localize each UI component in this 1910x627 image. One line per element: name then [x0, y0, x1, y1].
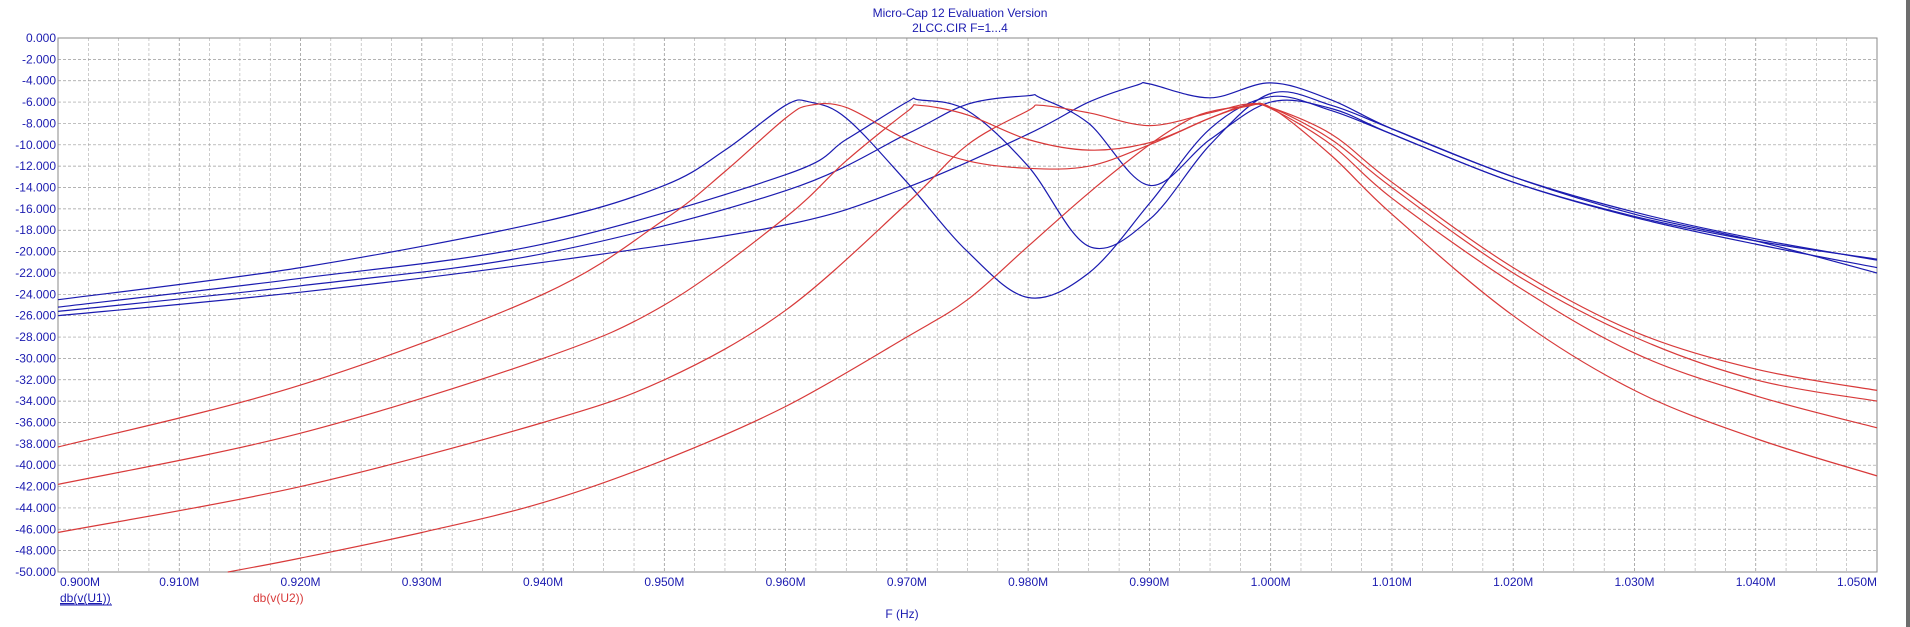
x-axis-label: F (Hz) [885, 607, 918, 621]
x-tick-label: 0.980M [1008, 575, 1048, 589]
legend-u2[interactable]: db(v(U2)) [253, 591, 304, 605]
x-tick-label: 1.030M [1614, 575, 1654, 589]
y-tick-label: -22.000 [15, 266, 56, 280]
y-tick-label: -28.000 [15, 330, 56, 344]
y-tick-label: -16.000 [15, 202, 56, 216]
series-u2-curve-5 [57, 103, 1878, 485]
series-u2-curve-4 [57, 102, 1878, 448]
x-tick-label: 0.940M [523, 575, 563, 589]
y-tick-label: -30.000 [15, 351, 56, 365]
y-tick-label: -48.000 [15, 544, 56, 558]
x-tick-label: 1.050M [1837, 575, 1877, 589]
y-tick-label: -42.000 [15, 480, 56, 494]
x-tick-label: 0.960M [766, 575, 806, 589]
x-tick-label: 0.990M [1129, 575, 1169, 589]
x-tick-label: 0.920M [281, 575, 321, 589]
grid [57, 37, 1878, 573]
y-tick-label: -26.000 [15, 309, 56, 323]
y-tick-label: -4.000 [22, 74, 56, 88]
y-tick-label: -46.000 [15, 522, 56, 536]
series-u1-curve-2 [57, 94, 1878, 312]
legend-u1[interactable]: db(v(U1)) [60, 591, 111, 605]
x-tick-label: 0.950M [644, 575, 684, 589]
chart-title: Micro-Cap 12 Evaluation Version [873, 6, 1048, 20]
y-tick-label: -44.000 [15, 501, 56, 515]
y-tick-labels: 0.000 -2.000 -4.000 -6.000 -8.000 -10.000 -12.… [15, 31, 56, 579]
x-tick-label: 0.930M [402, 575, 442, 589]
x-tick-labels: 0.900M 0.910M 0.920M 0.930M 0.940M 0.950M 0.96… [60, 575, 1877, 589]
series-u2-curve-7 [227, 102, 1878, 573]
y-tick-label: -18.000 [15, 223, 56, 237]
y-tick-label: -32.000 [15, 373, 56, 387]
x-tick-label: 0.900M [60, 575, 100, 589]
chart-subtitle: 2LCC.CIR F=1...4 [912, 21, 1008, 35]
series-u1-curve-3 [57, 81, 1878, 317]
y-tick-label: -6.000 [22, 95, 56, 109]
x-tick-label: 0.970M [887, 575, 927, 589]
x-tick-label: 1.010M [1372, 575, 1412, 589]
y-tick-label: -2.000 [22, 52, 56, 66]
plot-frame [57, 37, 1878, 573]
y-tick-label: 0.000 [26, 31, 56, 45]
y-tick-label: -34.000 [15, 394, 56, 408]
x-tick-label: 1.000M [1251, 575, 1291, 589]
series-layer [57, 81, 1878, 573]
x-tick-label: 0.910M [159, 575, 199, 589]
window-frame-right [1906, 0, 1910, 627]
series-u2-curve-6 [57, 102, 1878, 534]
y-tick-label: -20.000 [15, 245, 56, 259]
y-tick-label: -36.000 [15, 415, 56, 429]
y-tick-label: -24.000 [15, 287, 56, 301]
y-tick-label: -38.000 [15, 437, 56, 451]
y-tick-label: -40.000 [15, 458, 56, 472]
y-tick-label: -14.000 [15, 181, 56, 195]
x-tick-label: 1.020M [1493, 575, 1533, 589]
y-tick-label: -10.000 [15, 138, 56, 152]
y-tick-label: -12.000 [15, 159, 56, 173]
y-tick-label: -8.000 [22, 116, 56, 130]
x-tick-label: 1.040M [1736, 575, 1776, 589]
y-tick-label: -50.000 [15, 565, 56, 579]
